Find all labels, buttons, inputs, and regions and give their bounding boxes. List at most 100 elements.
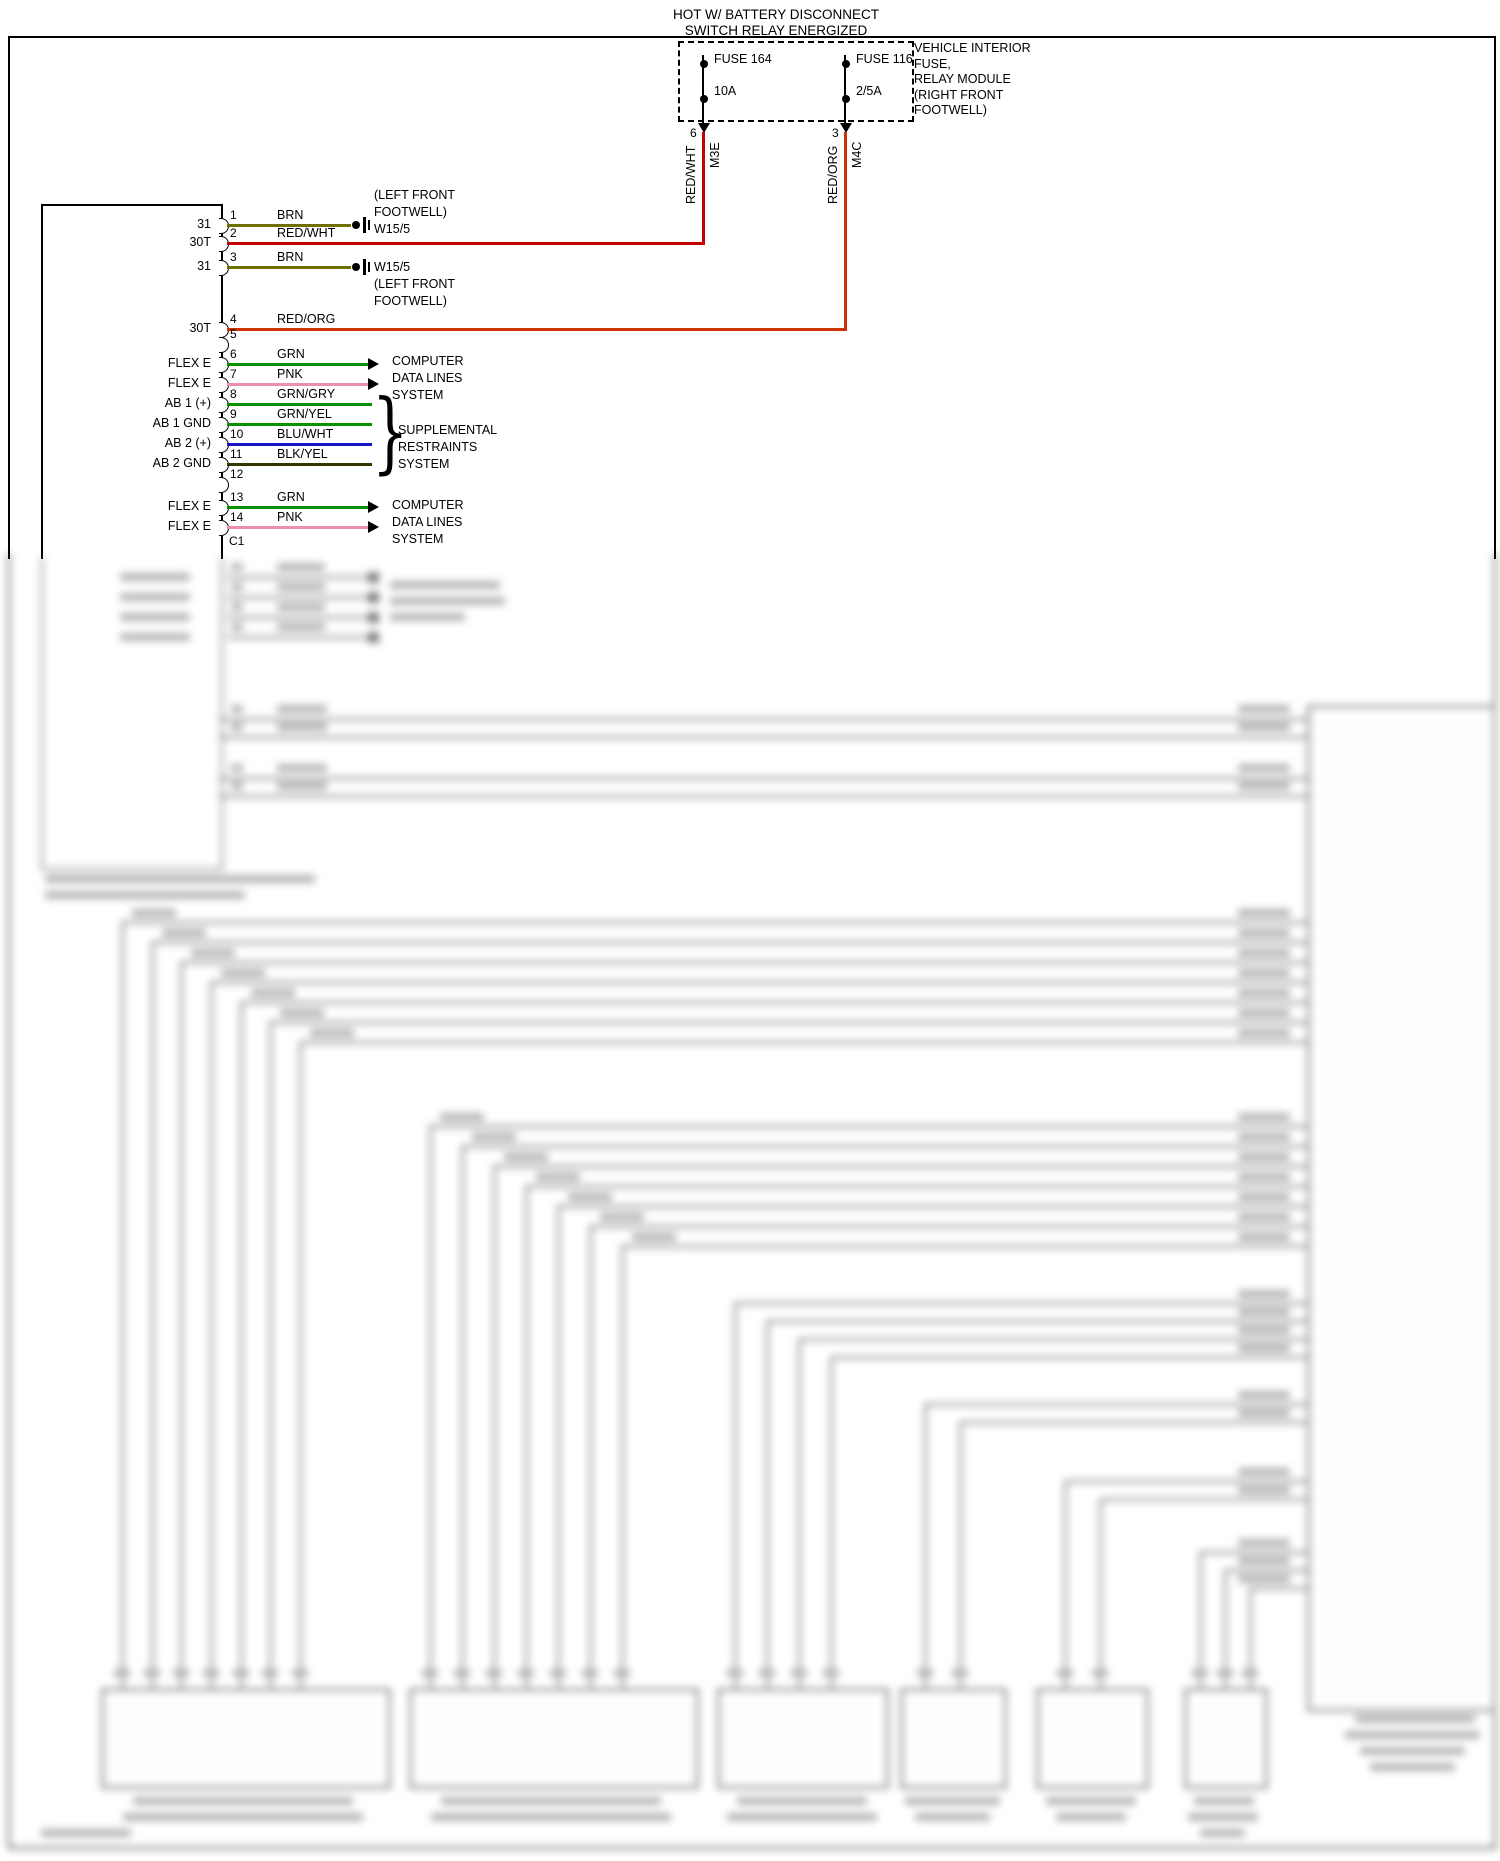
blur-label xyxy=(231,603,243,611)
blur-caption xyxy=(1200,1829,1245,1837)
blur-arrow-icon xyxy=(368,572,379,583)
feed1-wire-name: RED/WHT xyxy=(684,145,698,204)
module-label-line: RELAY MODULE xyxy=(914,72,1011,86)
blur-label xyxy=(1238,1539,1290,1547)
blur-label xyxy=(1238,1308,1290,1316)
blur-label xyxy=(231,563,243,571)
blur-arrow-icon xyxy=(368,632,379,643)
ground-icon xyxy=(363,259,366,275)
blur-label xyxy=(231,782,243,790)
blur-label xyxy=(791,1669,807,1677)
module-label-line: VEHICLE INTERIOR xyxy=(914,41,1031,55)
left-module-lower xyxy=(41,557,223,870)
blur-label xyxy=(390,581,500,589)
blur-label xyxy=(600,1213,644,1221)
wire-line xyxy=(227,402,372,406)
blur-label xyxy=(1238,1233,1290,1241)
blur-label xyxy=(262,1669,278,1677)
ground-icon xyxy=(352,221,360,229)
terminal-label: AB 1 GND xyxy=(152,416,211,430)
blur-wire-line xyxy=(150,940,154,1688)
feed1-terminal: 6 xyxy=(690,126,697,140)
dest-line: SYSTEM xyxy=(392,388,444,402)
fuse2-terminal-dot xyxy=(841,60,850,68)
blur-label xyxy=(277,563,325,571)
blur-label xyxy=(231,723,243,731)
blur-label xyxy=(1217,1669,1233,1677)
blur-wire-line xyxy=(733,1301,1307,1305)
blur-label xyxy=(1238,1193,1290,1201)
power-source-line2: SWITCH RELAY ENERGIZED xyxy=(684,23,868,38)
blur-label xyxy=(191,949,235,957)
blur-caption xyxy=(133,1797,353,1805)
blur-label xyxy=(144,1669,160,1677)
blur-caption xyxy=(737,1797,867,1805)
fuse1-name: FUSE 164 xyxy=(714,52,772,66)
page-border-lower xyxy=(8,553,1496,1849)
blur-label xyxy=(231,623,243,631)
blur-watermark xyxy=(41,1829,131,1837)
blur-label xyxy=(632,1233,676,1241)
wire-color-label: RED/ORG xyxy=(277,312,336,326)
blur-wire-line xyxy=(298,1040,1307,1044)
blur-wire-line xyxy=(797,1337,1307,1341)
blur-label xyxy=(120,613,190,621)
wire-line xyxy=(227,362,368,366)
pin-number: 7 xyxy=(230,367,237,381)
blur-wire-line xyxy=(239,1000,1307,1004)
blur-label xyxy=(1238,764,1290,772)
dest-line: (LEFT FRONT xyxy=(374,277,456,291)
blur-label xyxy=(727,1669,743,1677)
blur-wire-line xyxy=(460,1144,1307,1148)
blur-label xyxy=(120,633,190,641)
blur-label xyxy=(1238,1391,1290,1399)
blur-wire-line xyxy=(492,1164,496,1688)
pin-number: 2 xyxy=(230,226,237,240)
pin-number: 6 xyxy=(230,347,237,361)
blur-label xyxy=(1238,1344,1290,1352)
blur-label xyxy=(1238,969,1290,977)
wire-color-label: GRN/GRY xyxy=(277,387,336,401)
blur-wire-line xyxy=(1248,1586,1307,1590)
feed1-connector: M3E xyxy=(708,142,722,168)
blur-caption xyxy=(727,1813,877,1821)
terminal-label: AB 1 (+) xyxy=(164,396,211,410)
blur-label xyxy=(221,969,265,977)
dest-line: COMPUTER xyxy=(392,354,464,368)
computer-data-lines-destination-1: COMPUTER DATA LINES SYSTEM xyxy=(392,353,464,404)
wire-arrow-icon xyxy=(368,521,379,533)
fuse2-element-line xyxy=(843,55,846,118)
terminal-label: FLEX E xyxy=(167,376,211,390)
blur-wire-line xyxy=(492,1164,1307,1168)
blur-caption xyxy=(1056,1813,1126,1821)
power-source-line1: HOT W/ BATTERY DISCONNECT xyxy=(672,7,880,22)
blur-label xyxy=(233,1669,249,1677)
blur-caption xyxy=(1345,1731,1480,1739)
connector-designator: C1 xyxy=(229,534,245,548)
blur-wire-line xyxy=(524,1184,528,1688)
blur-label xyxy=(251,989,295,997)
power-source-header: HOT W/ BATTERY DISCONNECT SWITCH RELAY E… xyxy=(600,7,952,39)
wire-color-label: GRN xyxy=(277,490,305,504)
blur-label xyxy=(231,705,243,713)
blur-wire-line xyxy=(150,940,1307,944)
blur-label xyxy=(203,1669,219,1677)
fuse1-terminal-dot xyxy=(699,60,708,68)
wire-arrow-icon xyxy=(368,378,379,390)
wire-line xyxy=(227,462,372,466)
blur-label xyxy=(1238,1326,1290,1334)
blur-wire-line xyxy=(923,1402,1307,1406)
blur-label xyxy=(1238,1173,1290,1181)
feed2-wire-vertical xyxy=(843,132,847,331)
ground-destination-2: W15/5 (LEFT FRONT FOOTWELL) xyxy=(374,259,455,310)
pin-number: 3 xyxy=(230,250,237,264)
pin-number: 10 xyxy=(230,427,244,441)
terminal-label: 30T xyxy=(189,235,211,249)
terminal-label: FLEX E xyxy=(167,499,211,513)
blur-label xyxy=(1238,1029,1290,1037)
blur-wire-line xyxy=(1063,1479,1307,1483)
wire-line xyxy=(227,223,351,227)
blur-wire-line xyxy=(797,1337,801,1688)
wire-line xyxy=(227,505,368,509)
terminal-label: AB 2 GND xyxy=(152,456,211,470)
